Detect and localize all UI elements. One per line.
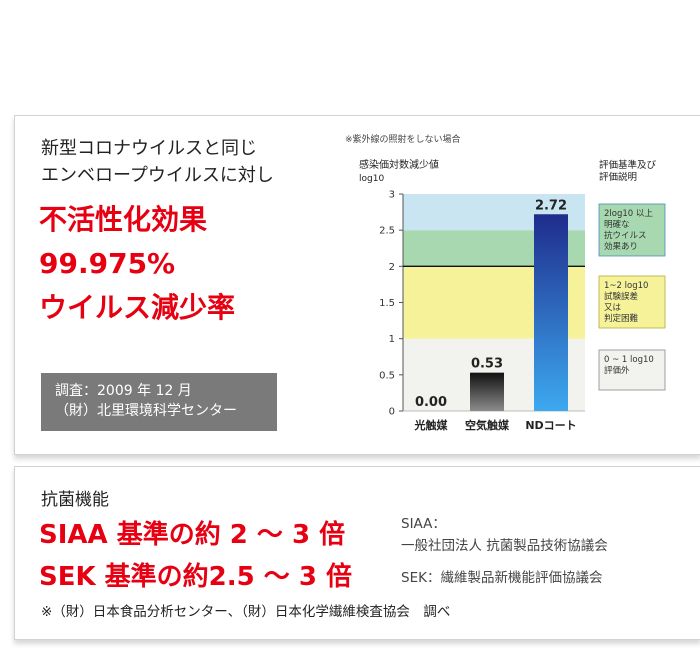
sek-headline: SEK 基準の約2.5 ～ 3 倍	[39, 562, 352, 592]
bar-1	[470, 372, 504, 411]
bar-2	[534, 214, 568, 411]
legend-box-0-line-3: 効果あり	[604, 241, 638, 252]
y-tick-label-0: 0	[389, 407, 395, 418]
legend-title-line-2: 評価説明	[599, 171, 637, 183]
y-tick-label-5: 2.5	[379, 226, 395, 237]
virus-inactivation-card: 新型コロナウイルスと同じ エンベロープウイルスに対し 不活性化効果 99.975…	[14, 115, 700, 455]
intro-line-2: エンベロープウイルスに対し	[41, 165, 274, 186]
legend-box-1	[598, 275, 666, 329]
siaa-note-title: SIAA：	[401, 516, 446, 532]
x-tick-label-0: 光触媒	[414, 418, 449, 432]
bar-value-label-2: 2.72	[535, 198, 567, 213]
intro-line-1: 新型コロナウイルスと同じ	[41, 138, 257, 159]
survey-info-box: 調査：2009 年 12 月 （財）北里環境科学センター	[41, 373, 277, 431]
antibacterial-card: 抗菌機能 SIAA 基準の約 2 ～ 3 倍 SEK 基準の約2.5 ～ 3 倍…	[14, 466, 700, 640]
headline-percentage: 99.975%	[39, 247, 176, 280]
bar-value-label-0: 0.00	[415, 395, 447, 410]
y-axis-unit: log10	[359, 174, 384, 184]
legend-box-1-line-0: 1~2 log10	[604, 281, 648, 291]
survey-organization: （財）北里環境科学センター	[55, 403, 237, 419]
y-tick-label-1: 0.5	[379, 370, 395, 381]
headline-reduction-rate: ウイルス減少率	[39, 291, 236, 324]
legend-box-2-line-1: 評価外	[604, 365, 630, 376]
x-tick-label-2: NDコート	[525, 419, 576, 432]
legend-box-0	[598, 203, 666, 257]
virus-reduction-chart: ※紫外線の照射をしない場合感染価対数減少値 log10 0 0.5 1 1.5 2 2.5 3 0…	[337, 124, 700, 454]
chart-note: ※紫外線の照射をしない場合	[345, 133, 461, 145]
siaa-note-organization: 一般社団法人 抗菌製品技術協議会	[401, 538, 608, 554]
legend-box-2-line-0: 0 ~ 1 log10	[604, 355, 654, 365]
legend-box-1-line-1: 試験誤差	[604, 291, 638, 302]
x-tick-label-1: 空気触媒	[465, 418, 510, 432]
sek-note: SEK：繊維製品新機能評価協議会	[401, 570, 603, 586]
legend-box-1-line-3: 判定困難	[604, 313, 639, 324]
legend-box-0-line-0: 2log10 以上	[604, 209, 653, 219]
antibacterial-label: 抗菌機能	[41, 490, 109, 510]
footnote: ※（財）日本食品分析センター、（財）日本化学繊維検査協会 調べ	[41, 604, 451, 620]
y-axis-title: 感染価対数減少値	[359, 158, 439, 171]
legend-box-0-line-1: 明確な	[604, 219, 630, 230]
y-tick-label-4: 2	[389, 262, 395, 273]
survey-date: 調査：2009 年 12 月	[55, 383, 192, 399]
bar-value-label-1: 0.53	[471, 357, 503, 372]
siaa-headline: SIAA 基準の約 2 ～ 3 倍	[39, 520, 346, 550]
legend-box-0-line-2: 抗ウイルス	[604, 230, 647, 241]
legend-box-2	[598, 349, 666, 391]
y-tick-label-6: 3	[389, 190, 395, 201]
headline-inactivation: 不活性化効果	[39, 203, 208, 236]
y-tick-label-3: 1.5	[379, 298, 395, 309]
y-tick-label-2: 1	[389, 334, 395, 345]
legend-title-line-1: 評価基準及び	[599, 159, 657, 171]
legend-box-1-line-2: 又は	[604, 303, 622, 313]
